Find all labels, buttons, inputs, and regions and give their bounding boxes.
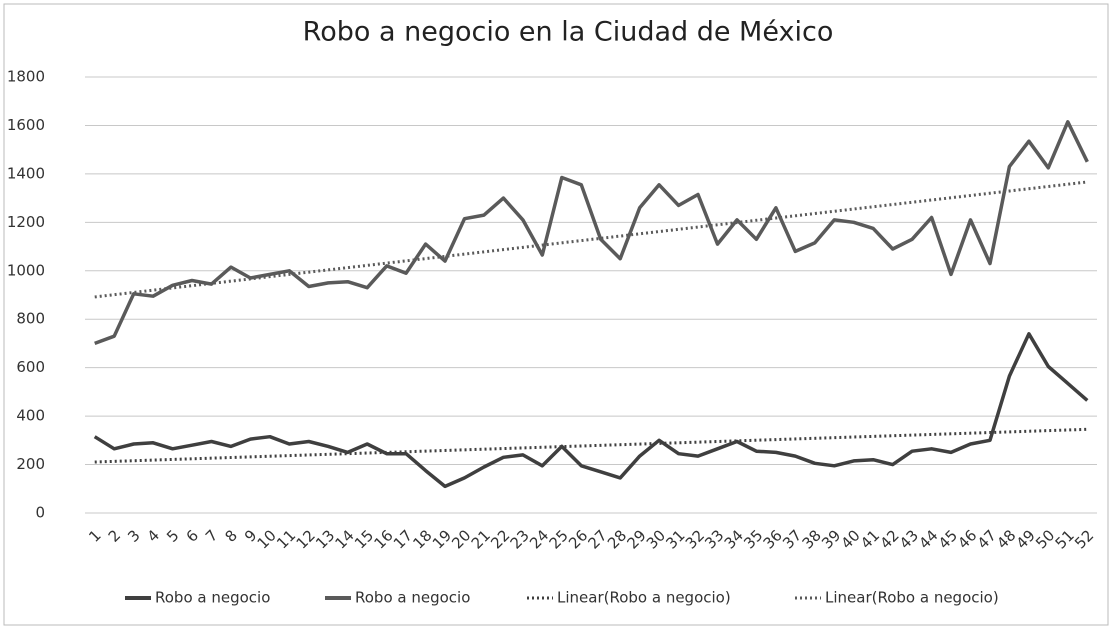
y-tick-label: 1000: [7, 261, 45, 279]
y-tick-label: 400: [16, 407, 45, 425]
y-tick-label: 600: [16, 358, 45, 376]
y-tick-label: 1800: [7, 68, 45, 86]
chart-frame: [3, 3, 1109, 626]
trend-line: [94, 427, 1088, 464]
y-tick-label: 0: [35, 504, 45, 522]
legend-label: Linear(Robo a negocio): [557, 589, 731, 607]
chart-title: Robo a negocio en la Ciudad de México: [303, 17, 834, 48]
y-tick-label: 800: [16, 310, 45, 328]
legend-label: Robo a negocio: [355, 589, 470, 607]
y-tick-label: 200: [16, 455, 45, 473]
series-line: [94, 120, 1089, 346]
y-tick-label: 1400: [7, 164, 45, 182]
legend-label: Robo a negocio: [155, 589, 270, 607]
y-tick-label: 1200: [7, 213, 45, 231]
series-line: [93, 332, 1089, 489]
legend-label: Linear(Robo a negocio): [825, 589, 999, 607]
y-tick-label: 1600: [7, 116, 45, 134]
trend-line: [94, 180, 1088, 299]
